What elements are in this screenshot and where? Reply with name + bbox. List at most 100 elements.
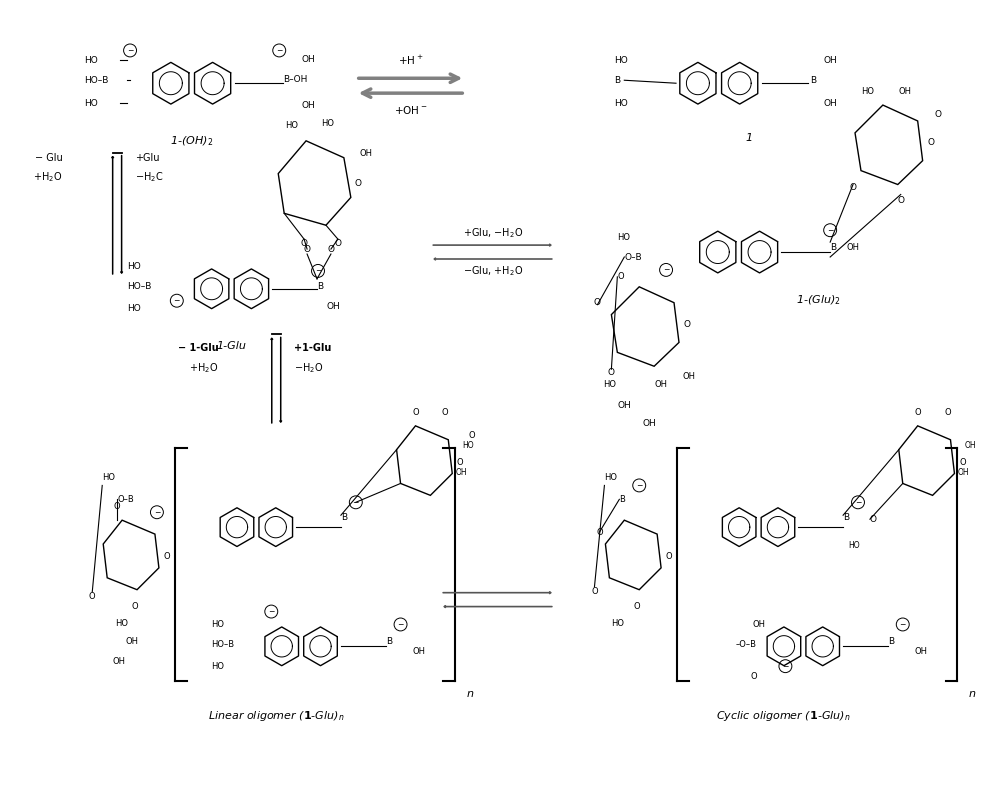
Text: HO: HO	[462, 441, 474, 451]
Text: B: B	[843, 513, 849, 521]
Text: HO: HO	[614, 56, 628, 64]
Text: 1-(Glu)$_2$: 1-(Glu)$_2$	[796, 293, 841, 306]
Text: $n$: $n$	[466, 689, 474, 699]
Text: O: O	[666, 552, 672, 562]
Text: −: −	[154, 508, 160, 517]
Text: O: O	[164, 552, 170, 562]
Text: HO–B: HO–B	[84, 76, 109, 85]
Text: HO: HO	[116, 619, 129, 628]
Text: 1-(OH)$_2$: 1-(OH)$_2$	[170, 134, 213, 147]
Text: B: B	[888, 637, 894, 646]
Text: OH: OH	[642, 419, 656, 428]
Text: OH: OH	[617, 401, 631, 410]
Text: O: O	[634, 602, 641, 611]
Text: HO: HO	[603, 380, 616, 388]
Text: HO: HO	[127, 304, 141, 314]
Text: HO: HO	[84, 56, 98, 64]
Text: O: O	[944, 409, 951, 418]
Text: O: O	[327, 244, 334, 254]
Text: OH: OH	[752, 620, 765, 629]
Text: HO: HO	[321, 119, 334, 128]
Text: +H$^+$: +H$^+$	[398, 54, 423, 67]
Text: O: O	[959, 458, 966, 467]
Text: O: O	[897, 196, 904, 205]
Text: $n$: $n$	[968, 689, 977, 699]
Text: −: −	[276, 46, 282, 55]
Text: −H$_2$O: −H$_2$O	[294, 361, 324, 375]
Text: −: −	[855, 498, 861, 507]
Text: O: O	[114, 502, 120, 511]
Text: O: O	[457, 458, 464, 467]
Text: O: O	[304, 244, 311, 254]
Text: HO: HO	[84, 98, 98, 107]
Text: O: O	[596, 528, 603, 537]
Text: B: B	[810, 76, 816, 85]
Text: −Glu, +H$_2$O: −Glu, +H$_2$O	[463, 264, 523, 278]
Text: HO: HO	[102, 473, 115, 482]
Text: OH: OH	[126, 637, 139, 646]
Text: − Glu: − Glu	[35, 152, 62, 163]
Text: HO–B: HO–B	[127, 282, 151, 291]
Text: OH: OH	[359, 149, 372, 158]
Text: O: O	[750, 671, 757, 680]
Text: O: O	[927, 139, 934, 147]
Text: O: O	[934, 110, 941, 119]
Text: B: B	[317, 282, 323, 291]
Text: OH: OH	[823, 56, 837, 64]
Text: 1-Glu: 1-Glu	[217, 342, 246, 351]
Text: O–B: O–B	[624, 252, 642, 261]
Text: O: O	[870, 515, 877, 524]
Text: HO: HO	[212, 620, 225, 629]
Text: OH: OH	[113, 657, 126, 666]
Text: O: O	[594, 298, 601, 307]
Text: B–OH: B–OH	[283, 75, 308, 84]
Text: O: O	[914, 409, 921, 418]
Text: O: O	[683, 320, 690, 329]
Text: OH: OH	[455, 468, 467, 477]
Text: O: O	[334, 239, 341, 247]
Text: HO: HO	[617, 233, 630, 242]
Text: −: −	[268, 607, 274, 616]
Text: −: −	[315, 267, 321, 276]
Text: O: O	[132, 602, 138, 611]
Text: B: B	[614, 76, 620, 85]
Text: −: −	[827, 226, 833, 235]
Text: O: O	[591, 588, 598, 596]
Text: O: O	[469, 431, 475, 440]
Text: HO: HO	[285, 122, 298, 131]
Text: B: B	[830, 243, 836, 251]
Text: 1: 1	[745, 133, 752, 143]
Text: +Glu: +Glu	[135, 152, 160, 163]
Text: Cyclic oligomer ($\mathbf{1}$-Glu)$_n$: Cyclic oligomer ($\mathbf{1}$-Glu)$_n$	[716, 708, 851, 723]
Text: OH: OH	[846, 243, 859, 251]
Text: O: O	[89, 592, 96, 601]
Text: − 1-Glu: − 1-Glu	[178, 343, 219, 353]
Text: B: B	[341, 513, 347, 521]
Text: HO: HO	[127, 263, 141, 272]
Text: B: B	[386, 637, 392, 646]
Text: HO: HO	[604, 473, 617, 482]
Text: HO–B: HO–B	[212, 640, 235, 649]
Text: HO: HO	[861, 87, 874, 96]
Text: O: O	[617, 272, 624, 281]
Text: −: −	[663, 265, 669, 274]
Text: OH: OH	[301, 101, 315, 110]
Text: HO: HO	[212, 662, 225, 671]
Text: OH: OH	[915, 646, 928, 656]
Text: O: O	[608, 368, 615, 376]
Text: –O–B: –O–B	[736, 640, 757, 649]
Text: HO: HO	[611, 619, 624, 628]
Text: OH: OH	[898, 87, 911, 96]
Text: −H$_2$C: −H$_2$C	[135, 171, 164, 185]
Text: +H$_2$O: +H$_2$O	[189, 361, 219, 375]
Text: O: O	[850, 183, 857, 192]
Text: O: O	[354, 179, 361, 188]
Text: +Glu, −H$_2$O: +Glu, −H$_2$O	[463, 226, 523, 240]
Text: OH: OH	[655, 380, 668, 388]
Text: −: −	[636, 481, 642, 490]
Text: −: −	[174, 297, 180, 305]
Text: OH: OH	[957, 468, 969, 477]
Text: OH: OH	[327, 302, 341, 311]
Text: O: O	[412, 409, 419, 418]
Text: −: −	[397, 620, 404, 629]
